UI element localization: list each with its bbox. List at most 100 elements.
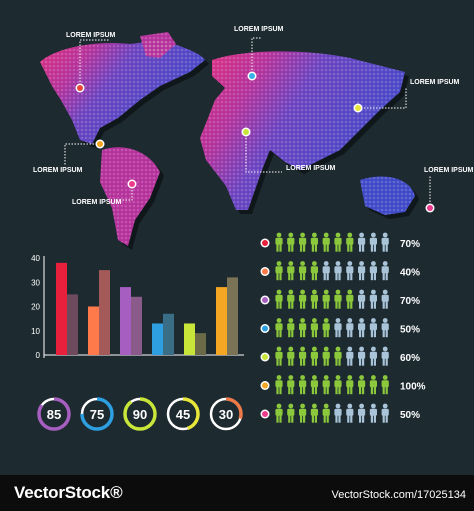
person-icon xyxy=(358,261,366,281)
person-icon xyxy=(299,318,307,338)
chart-bar xyxy=(152,323,163,355)
person-icon xyxy=(310,232,318,252)
y-tick-label: 10 xyxy=(31,327,40,336)
brand-watermark: VectorStock® xyxy=(14,483,123,502)
map-marker-dot xyxy=(129,181,135,187)
people-row: 40% xyxy=(260,261,420,281)
map-label-asia: LOREM IPSUM xyxy=(410,79,460,86)
map-marker-dot xyxy=(355,105,361,111)
person-icon xyxy=(322,289,330,309)
map-label-africa: LOREM IPSUM xyxy=(286,165,336,172)
person-icon xyxy=(369,318,377,338)
person-icon xyxy=(275,403,283,423)
person-icon xyxy=(369,403,377,423)
ring-value: 75 xyxy=(90,407,104,422)
people-row: 60% xyxy=(260,346,420,366)
footer-bar xyxy=(0,475,474,511)
map-label-south-america: LOREM IPSUM xyxy=(72,199,122,206)
person-icon xyxy=(299,346,307,366)
person-icon xyxy=(310,289,318,309)
person-icon xyxy=(299,232,307,252)
people-row: 70% xyxy=(260,289,420,309)
person-icon xyxy=(275,375,283,395)
chart-bar xyxy=(67,294,78,355)
ring-progress xyxy=(209,397,243,431)
person-icon xyxy=(358,403,366,423)
chart-bar xyxy=(131,296,142,355)
person-icon xyxy=(299,289,307,309)
person-icon xyxy=(381,261,389,281)
person-icon xyxy=(275,346,283,366)
people-row: 70% xyxy=(260,232,420,252)
map-label-central-america: LOREM IPSUM xyxy=(33,167,83,174)
person-icon xyxy=(381,346,389,366)
people-stats: 70% 40% 70% 50% 60% 100% 50% xyxy=(260,232,426,423)
person-icon xyxy=(310,346,318,366)
ring-value: 30 xyxy=(219,407,233,422)
chart-bar xyxy=(56,262,67,355)
ring-value: 90 xyxy=(133,407,147,422)
person-icon xyxy=(334,346,342,366)
person-icon xyxy=(346,318,354,338)
person-icon xyxy=(369,232,377,252)
person-icon xyxy=(358,232,366,252)
person-icon xyxy=(381,232,389,252)
ring-progress xyxy=(166,397,200,431)
row-percent: 50% xyxy=(400,325,420,336)
image-id-watermark: VectorStock.com/17025134 xyxy=(331,489,466,501)
person-icon xyxy=(358,375,366,395)
people-row: 50% xyxy=(260,403,420,423)
chart-bar xyxy=(99,270,110,355)
person-icon xyxy=(275,289,283,309)
map-marker-dot xyxy=(427,205,433,211)
person-icon xyxy=(346,375,354,395)
person-icon xyxy=(369,289,377,309)
chart-bar xyxy=(195,333,206,355)
y-tick-label: 20 xyxy=(31,303,40,312)
person-icon xyxy=(381,289,389,309)
person-icon xyxy=(322,261,330,281)
ring-value: 85 xyxy=(47,407,61,422)
map-leader-lines xyxy=(64,37,431,208)
map-marker-dot xyxy=(97,141,103,147)
person-icon xyxy=(322,318,330,338)
person-icon xyxy=(346,261,354,281)
person-icon xyxy=(310,318,318,338)
person-icon xyxy=(334,375,342,395)
person-icon xyxy=(369,261,377,281)
person-icon xyxy=(299,261,307,281)
ring-value: 45 xyxy=(176,407,190,422)
row-dot xyxy=(262,297,268,303)
person-icon xyxy=(334,318,342,338)
person-icon xyxy=(299,375,307,395)
chart-bar xyxy=(227,277,238,355)
person-icon xyxy=(287,403,295,423)
person-icon xyxy=(310,375,318,395)
person-icon xyxy=(358,318,366,338)
progress-rings: 85 75 90 45 30 xyxy=(37,397,243,431)
person-icon xyxy=(369,375,377,395)
person-icon xyxy=(334,403,342,423)
person-icon xyxy=(287,261,295,281)
bar-chart: 0 10 20 30 40 xyxy=(31,254,244,360)
person-icon xyxy=(346,232,354,252)
y-tick-label: 30 xyxy=(31,278,40,287)
person-icon xyxy=(346,403,354,423)
ring-progress xyxy=(80,397,114,431)
person-icon xyxy=(322,232,330,252)
person-icon xyxy=(322,403,330,423)
row-dot xyxy=(262,411,268,417)
map-marker-dot xyxy=(249,73,255,79)
person-icon xyxy=(346,346,354,366)
person-icon xyxy=(287,318,295,338)
world-map xyxy=(40,32,419,250)
person-icon xyxy=(322,346,330,366)
person-icon xyxy=(275,232,283,252)
map-marker-dot xyxy=(77,85,83,91)
person-icon xyxy=(287,375,295,395)
chart-bar xyxy=(163,313,174,355)
person-icon xyxy=(287,289,295,309)
row-dot xyxy=(262,325,268,332)
person-icon xyxy=(287,232,295,252)
